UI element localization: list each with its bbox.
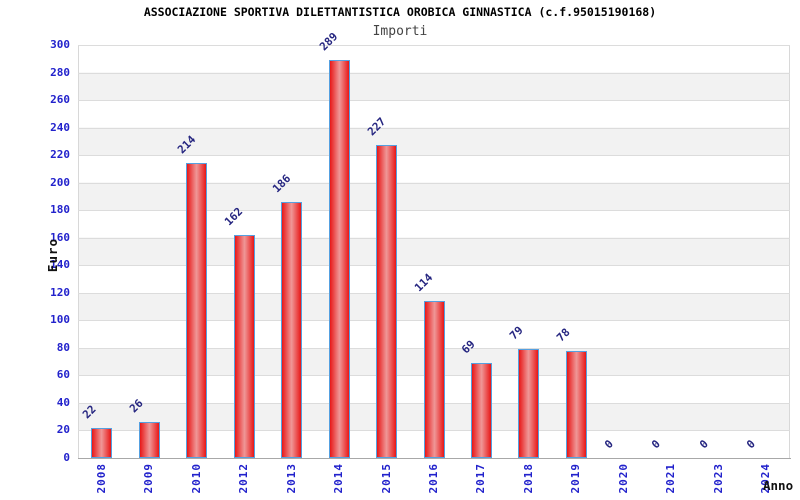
x-axis-line: [78, 458, 791, 459]
y-tick-label: 40: [56, 395, 70, 409]
y-tick-label: 260: [50, 93, 70, 107]
gridline: [78, 210, 790, 212]
x-tick-label: 2013: [285, 463, 298, 494]
bar-2008: [91, 427, 112, 458]
y-tick-label: 200: [50, 175, 70, 189]
gridline: [78, 45, 790, 46]
chart-subtitle: Importi: [372, 24, 428, 39]
y-tick-label: 240: [50, 120, 70, 134]
y-tick-label: 300: [50, 38, 70, 51]
x-tick-label: 2014: [332, 463, 345, 494]
y-tick-label: 120: [50, 285, 70, 299]
y-tick-label: 280: [50, 65, 70, 79]
gridline: [78, 100, 790, 102]
gridline: [78, 127, 790, 129]
bar-2013: [281, 201, 302, 458]
bar-2010: [186, 163, 207, 458]
x-tick-label: 2021: [664, 463, 677, 494]
gridline: [78, 292, 790, 294]
bar-2018: [518, 349, 539, 458]
bar-2012: [234, 234, 255, 458]
y-tick-label: 60: [56, 368, 70, 382]
bar-2014: [329, 60, 350, 458]
y-tick-label: 80: [56, 340, 70, 354]
chart-title: ASSOCIAZIONE SPORTIVA DILETTANTISTICA OR…: [143, 5, 657, 19]
bar-2016: [424, 301, 445, 458]
y-tick-label: 20: [56, 423, 70, 437]
bar-2019: [566, 350, 587, 458]
x-tick-label: 2023: [712, 463, 725, 494]
x-tick-label: 2017: [474, 463, 487, 494]
x-tick-label: 2018: [522, 463, 535, 494]
y-tick-label: 0: [63, 451, 70, 464]
x-axis-label: Anno: [763, 478, 794, 493]
x-tick-label: 2015: [380, 463, 393, 494]
x-tick-label: 2010: [190, 463, 203, 494]
gridline: [78, 155, 790, 157]
bar-2015: [376, 145, 397, 458]
y-tick-label: 160: [50, 230, 70, 244]
y-tick-label: 100: [50, 313, 70, 327]
x-tick-label: 2016: [427, 463, 440, 494]
x-tick-label: 2008: [95, 463, 108, 494]
gridline: [78, 72, 790, 74]
x-tick-label: 2020: [617, 463, 630, 494]
gridline: [78, 237, 790, 239]
x-tick-label: 2019: [569, 463, 582, 494]
bar-2017: [471, 363, 492, 458]
gridline: [78, 265, 790, 267]
y-tick-label: 140: [50, 258, 70, 272]
y-tick-label: 180: [50, 203, 70, 217]
x-tick-label: 2012: [237, 463, 250, 494]
gridline: [78, 182, 790, 184]
x-tick-label: 2009: [142, 463, 155, 494]
y-tick-label: 220: [50, 148, 70, 162]
y-axis-label: Euro: [45, 237, 60, 273]
bar-2009: [139, 422, 160, 458]
